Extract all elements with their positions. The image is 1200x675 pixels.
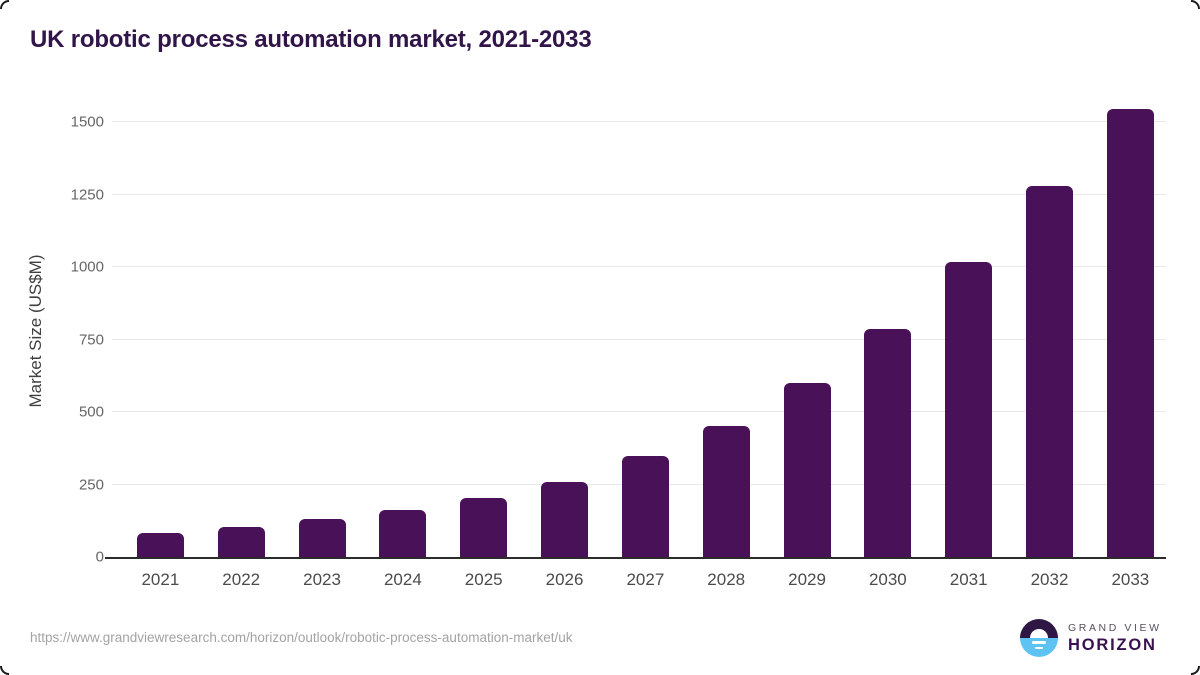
bar-2031[interactable] [945,261,993,557]
corner-mark [1191,666,1200,675]
x-tick-label-2026: 2026 [545,570,584,589]
grand-view-horizon-sun-icon [1020,619,1058,657]
gridline-750 [112,338,1166,340]
y-tick-label-1500: 1500 [70,113,104,131]
x-tick-label-2024: 2024 [383,570,422,589]
corner-mark [0,0,9,9]
bar-2022[interactable] [217,526,265,557]
bar-2026[interactable] [541,482,589,557]
gridline-1000 [112,266,1166,267]
y-tick-label-1000: 1000 [70,258,104,276]
y-tick-label-750: 750 [78,331,104,348]
chart-title: UK robotic process automation market, 20… [30,26,592,53]
sun-reflection-stripe [1032,641,1046,644]
x-tick-label-2025: 2025 [464,570,503,589]
y-tick-label-250: 250 [78,476,104,493]
y-tick-label-0: 0 [95,548,104,566]
x-tick-label-2022: 2022 [222,570,261,589]
gridline-1500 [112,121,1166,122]
bar-2027[interactable] [621,456,669,557]
gridline-500 [112,411,1166,412]
y-axis-title-text: Market Size (US$M) [26,254,45,408]
x-tick-label-2021: 2021 [141,570,180,589]
bar-2030[interactable] [864,329,912,557]
bar-2029[interactable] [783,383,831,557]
brand-logo: GRAND VIEW HORIZON [1020,619,1162,657]
source-url: https://www.grandviewresearch.com/horizo… [30,630,573,645]
x-tick-label-2032: 2032 [1030,570,1069,589]
x-tick-label-2030: 2030 [868,570,907,589]
x-tick-label-2028: 2028 [707,570,746,589]
x-tick-label-2023: 2023 [303,570,341,589]
bar-2033[interactable] [1106,108,1154,557]
y-tick-label-1250: 1250 [70,186,104,203]
bar-2028[interactable] [702,425,750,557]
brand-name-top: GRAND VIEW [1068,622,1162,634]
x-tick-label-2031: 2031 [949,570,988,589]
sun-dome-shape [1030,629,1048,638]
corner-mark [0,666,9,675]
plot-area: 0 250 500 750 1000 1250 1500 2021 2022 2023 2024 20… [71,104,1166,589]
x-axis-line [105,557,1166,559]
bar-2024[interactable] [379,510,427,557]
brand-name-bottom: HORIZON [1068,635,1157,654]
brand-logo-text: GRAND VIEW HORIZON [1068,623,1162,653]
gridline-1250 [112,193,1166,195]
x-tick-label-2033: 2033 [1111,570,1150,589]
x-tick-label-2029: 2029 [788,570,826,589]
bar-2021[interactable] [136,532,184,557]
y-tick-label-500: 500 [78,403,104,421]
bar-2032[interactable] [1026,185,1074,557]
bar-2025[interactable] [460,498,508,557]
corner-mark [1191,0,1200,9]
sun-reflection-stripe [1035,646,1043,650]
bar-2023[interactable] [298,519,346,557]
x-tick-label-2027: 2027 [626,570,665,589]
